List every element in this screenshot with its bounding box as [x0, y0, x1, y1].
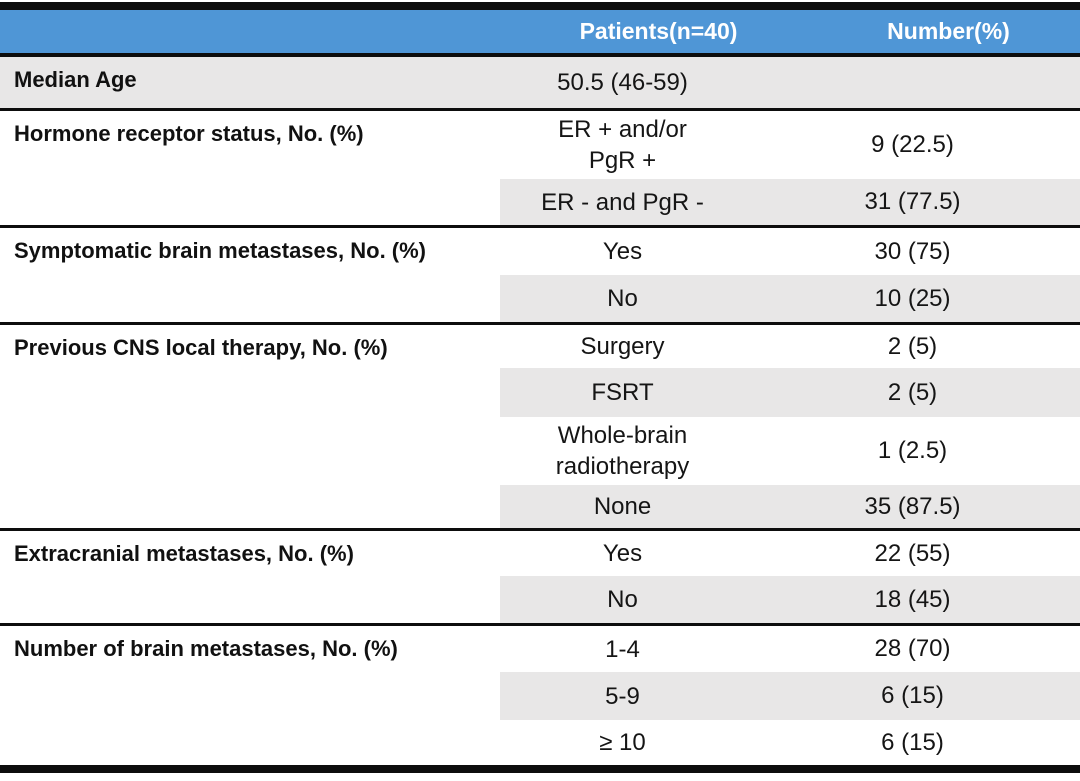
section-previous-cns-therapy: Previous CNS local therapy, No. (%) Surg…: [0, 324, 1080, 530]
number-cell: [745, 55, 1080, 110]
header-label-patients: Patients(n=40): [579, 18, 738, 44]
row-label: Hormone receptor status, No. (%): [14, 121, 364, 146]
row-label: Previous CNS local therapy, No. (%): [14, 335, 388, 360]
header-row: Patients(n=40) Number(%): [0, 6, 1080, 57]
number-cell: 6 (15): [881, 728, 944, 756]
header-cell-patients: Patients(n=40): [500, 6, 745, 57]
section-number-brain-metastases: Number of brain metastases, No. (%) 1-4 …: [0, 625, 1080, 770]
number-cell: 31 (77.5): [745, 179, 1080, 227]
patients-cell: No: [500, 576, 745, 625]
number-cell: 10 (25): [745, 275, 1080, 324]
header-cell-number: Number(%): [745, 6, 1080, 57]
patients-cell: 5-9: [500, 672, 745, 720]
table-row: Median Age 50.5 (46-59): [0, 55, 1080, 110]
number-cell: 22 (55): [874, 539, 951, 567]
table-row: FSRT 2 (5): [0, 368, 1080, 417]
number-cell: 35 (87.5): [745, 485, 1080, 530]
number-cell: 18 (45): [745, 576, 1080, 625]
patients-cell: Yes: [602, 238, 643, 265]
number-cell: 6 (15): [745, 672, 1080, 720]
section-extracranial-metastases: Extracranial metastases, No. (%) Yes 22 …: [0, 530, 1080, 625]
patients-cell: 50.5 (46-59): [500, 55, 745, 110]
row-label: Median Age: [0, 55, 500, 110]
row-label: Extracranial metastases, No. (%): [14, 541, 354, 566]
table-row: No 10 (25): [0, 275, 1080, 324]
number-cell: 9 (22.5): [871, 131, 954, 158]
table-row: Hormone receptor status, No. (%) ER + an…: [0, 110, 1080, 180]
number-cell: 28 (70): [874, 635, 951, 662]
table-row: ER - and PgR - 31 (77.5): [0, 179, 1080, 227]
patients-cell: ER - and PgR -: [500, 179, 745, 227]
patients-cell: 1-4: [605, 635, 640, 663]
patients-cell: ER + and/or PgR +: [558, 116, 687, 174]
number-cell: 1 (2.5): [877, 437, 948, 464]
table-row: ≥ 10 6 (15): [0, 720, 1080, 769]
table-row: No 18 (45): [0, 576, 1080, 625]
section-symptomatic-brain-metastases: Symptomatic brain metastases, No. (%) Ye…: [0, 227, 1080, 324]
table-header: Patients(n=40) Number(%): [0, 6, 1080, 57]
patients-cell: ≥ 10: [599, 729, 646, 756]
table-row: None 35 (87.5): [0, 485, 1080, 530]
table-row: Number of brain metastases, No. (%) 1-4 …: [0, 625, 1080, 673]
patients-cell: No: [500, 275, 745, 324]
table-row: Extracranial metastases, No. (%) Yes 22 …: [0, 530, 1080, 577]
section-hormone-receptor: Hormone receptor status, No. (%) ER + an…: [0, 110, 1080, 227]
patients-cell: FSRT: [500, 368, 745, 417]
table-row: 5-9 6 (15): [0, 672, 1080, 720]
patients-cell: Surgery: [580, 333, 665, 360]
patients-cell: Yes: [602, 540, 643, 567]
row-label: Number of brain metastases, No. (%): [14, 636, 398, 661]
number-cell: 2 (5): [887, 332, 938, 360]
patients-cell: Whole-brain radiotherapy: [555, 422, 690, 480]
number-cell: 2 (5): [745, 368, 1080, 417]
table-row: Previous CNS local therapy, No. (%) Surg…: [0, 324, 1080, 369]
header-label-number: Number(%): [887, 18, 1010, 44]
row-label: Symptomatic brain metastases, No. (%): [14, 238, 427, 263]
number-cell: 30 (75): [874, 237, 951, 265]
patients-cell: None: [500, 485, 745, 530]
header-cell-empty: [0, 6, 500, 57]
table-row: Symptomatic brain metastases, No. (%) Ye…: [0, 227, 1080, 276]
section-median-age: Median Age 50.5 (46-59): [0, 55, 1080, 110]
table-row: Whole-brain radiotherapy 1 (2.5): [0, 417, 1080, 485]
